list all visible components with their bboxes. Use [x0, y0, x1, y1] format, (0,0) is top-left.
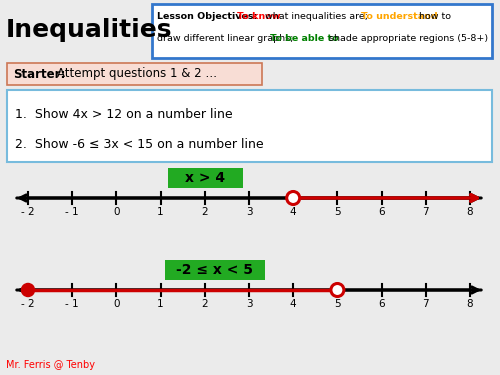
Text: Starter:: Starter:	[13, 68, 66, 81]
Text: 0: 0	[113, 299, 119, 309]
Text: 7: 7	[422, 299, 429, 309]
Text: 1: 1	[158, 207, 164, 217]
Text: 8: 8	[466, 299, 473, 309]
Text: Lesson Objectives:: Lesson Objectives:	[157, 12, 257, 21]
Text: shade appropriate regions (5-8+): shade appropriate regions (5-8+)	[329, 34, 488, 43]
Text: 6: 6	[378, 299, 385, 309]
Circle shape	[331, 284, 344, 297]
Text: 4: 4	[290, 207, 296, 217]
Text: 6: 6	[378, 207, 385, 217]
Text: To be able to: To be able to	[270, 34, 338, 43]
Text: - 2: - 2	[21, 207, 35, 217]
Text: what inequalities are;: what inequalities are;	[265, 12, 368, 21]
Text: 2: 2	[202, 207, 208, 217]
Text: x > 4: x > 4	[185, 171, 225, 185]
FancyBboxPatch shape	[7, 63, 262, 85]
Text: 0: 0	[113, 207, 119, 217]
Text: 4: 4	[290, 299, 296, 309]
Text: - 2: - 2	[21, 299, 35, 309]
Text: 5: 5	[334, 299, 340, 309]
Text: Attempt questions 1 & 2 …: Attempt questions 1 & 2 …	[57, 68, 217, 81]
Text: Inequalities: Inequalities	[6, 18, 172, 42]
Text: To know: To know	[237, 12, 281, 21]
Text: -2 ≤ x < 5: -2 ≤ x < 5	[176, 263, 254, 277]
Text: 7: 7	[422, 207, 429, 217]
Text: draw different linear graphs;: draw different linear graphs;	[157, 34, 294, 43]
Text: 1: 1	[158, 299, 164, 309]
Text: - 1: - 1	[66, 207, 79, 217]
Text: 1.  Show 4x > 12 on a number line: 1. Show 4x > 12 on a number line	[15, 108, 233, 121]
FancyBboxPatch shape	[152, 4, 492, 58]
FancyBboxPatch shape	[165, 260, 265, 280]
Circle shape	[286, 192, 300, 204]
Text: To understand: To understand	[361, 12, 438, 21]
FancyBboxPatch shape	[168, 168, 242, 188]
Text: 5: 5	[334, 207, 340, 217]
Text: 3: 3	[246, 299, 252, 309]
Circle shape	[22, 284, 35, 297]
Text: 3: 3	[246, 207, 252, 217]
Text: 2: 2	[202, 299, 208, 309]
Text: how to: how to	[419, 12, 451, 21]
Text: 8: 8	[466, 207, 473, 217]
Text: Mr. Ferris @ Tenby: Mr. Ferris @ Tenby	[6, 360, 95, 370]
FancyBboxPatch shape	[7, 90, 492, 162]
Text: 2.  Show -6 ≤ 3x < 15 on a number line: 2. Show -6 ≤ 3x < 15 on a number line	[15, 138, 264, 151]
Text: - 1: - 1	[66, 299, 79, 309]
